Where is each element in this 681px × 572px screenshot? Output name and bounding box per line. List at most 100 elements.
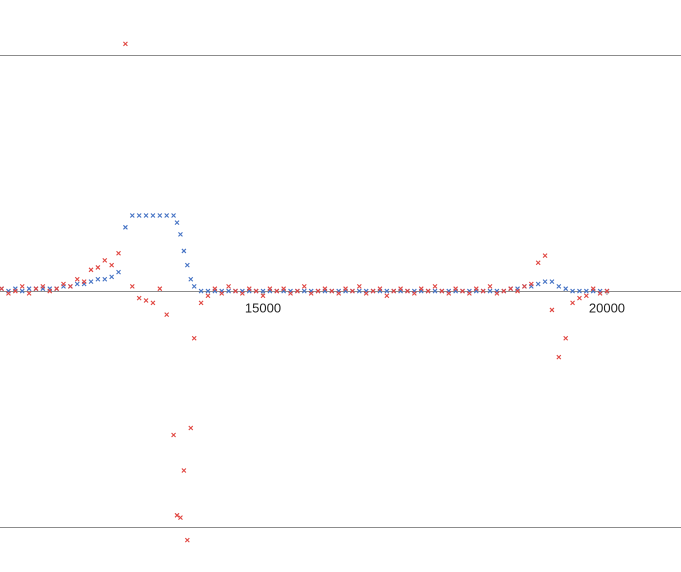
marker — [549, 279, 555, 285]
marker — [563, 286, 569, 292]
marker — [501, 288, 507, 294]
marker — [583, 293, 589, 299]
marker — [577, 295, 582, 301]
marker — [226, 288, 231, 294]
marker — [191, 283, 197, 289]
marker — [150, 300, 156, 306]
marker — [164, 312, 170, 318]
marker — [425, 288, 431, 294]
marker — [26, 286, 32, 292]
marker — [432, 288, 438, 294]
marker — [356, 283, 362, 289]
marker — [508, 286, 514, 292]
marker — [350, 288, 355, 294]
marker — [188, 425, 194, 431]
marker — [246, 286, 252, 292]
marker — [253, 288, 259, 294]
marker — [260, 293, 266, 299]
marker — [515, 288, 520, 294]
marker — [577, 288, 582, 294]
marker — [136, 295, 142, 301]
marker — [260, 288, 266, 294]
x-tick-label: 15000 — [245, 300, 281, 315]
marker — [281, 286, 287, 292]
marker — [205, 288, 211, 294]
marker — [370, 288, 376, 294]
marker — [67, 283, 73, 289]
marker — [33, 286, 39, 292]
marker — [267, 286, 273, 292]
marker — [54, 286, 60, 292]
marker — [343, 286, 348, 292]
marker — [123, 224, 128, 230]
marker — [322, 286, 328, 292]
marker — [143, 213, 149, 218]
marker — [288, 291, 293, 296]
marker — [466, 291, 472, 296]
marker — [336, 291, 342, 296]
marker — [570, 288, 575, 294]
marker — [487, 283, 493, 289]
marker — [542, 279, 548, 285]
marker — [473, 286, 479, 292]
marker — [109, 262, 115, 268]
marker — [184, 537, 190, 543]
marker — [198, 300, 204, 306]
marker — [494, 291, 500, 296]
marker — [181, 248, 187, 254]
marker — [12, 288, 18, 294]
marker — [102, 257, 108, 263]
marker — [356, 288, 362, 294]
marker — [88, 267, 94, 273]
marker — [487, 288, 493, 294]
marker — [446, 291, 452, 296]
marker — [590, 286, 596, 292]
marker — [116, 269, 121, 275]
marker — [301, 288, 307, 294]
marker — [308, 291, 314, 296]
marker — [432, 283, 438, 289]
marker — [123, 41, 128, 47]
marker — [136, 213, 142, 218]
marker — [26, 291, 32, 296]
marker — [212, 286, 218, 292]
marker — [480, 288, 486, 294]
marker — [61, 281, 66, 287]
marker — [74, 276, 80, 282]
marker — [188, 276, 194, 282]
marker — [315, 288, 321, 294]
marker — [178, 515, 183, 521]
marker — [418, 286, 424, 292]
marker — [604, 288, 610, 294]
marker — [439, 288, 445, 294]
marker — [6, 291, 11, 296]
marker — [301, 283, 307, 289]
marker — [405, 288, 410, 294]
marker — [219, 291, 225, 296]
marker — [570, 300, 575, 306]
marker — [81, 279, 87, 285]
marker — [171, 213, 176, 218]
marker — [181, 468, 187, 473]
marker — [542, 253, 548, 259]
marker — [164, 213, 170, 218]
marker — [95, 265, 101, 270]
marker — [191, 335, 197, 341]
marker — [47, 288, 53, 294]
marker — [129, 213, 135, 218]
marker — [174, 512, 180, 518]
marker — [239, 291, 245, 296]
marker — [563, 335, 569, 341]
marker — [274, 288, 280, 294]
marker — [109, 274, 115, 280]
marker — [19, 288, 25, 294]
marker — [398, 286, 403, 292]
marker — [535, 260, 541, 266]
marker — [174, 220, 180, 225]
marker — [198, 288, 204, 294]
marker — [171, 432, 176, 438]
marker — [460, 288, 465, 294]
marker — [377, 286, 383, 292]
marker — [391, 288, 397, 294]
